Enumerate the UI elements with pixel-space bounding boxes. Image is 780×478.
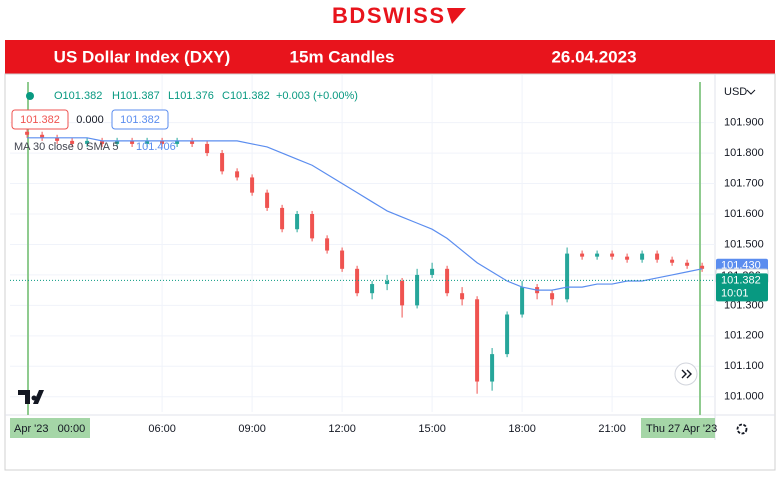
candle-body <box>625 256 630 260</box>
candle-body <box>25 131 30 135</box>
logo-mark <box>447 8 466 24</box>
candle-body <box>175 140 180 144</box>
candle-body <box>265 192 270 208</box>
candle-body <box>400 281 405 306</box>
candle-body <box>580 253 585 257</box>
countdown: 10:01 <box>721 287 749 299</box>
candle-body <box>280 207 285 230</box>
ask-value: 101.382 <box>120 114 160 126</box>
header-bar <box>5 40 775 74</box>
price-label: 101.382 <box>721 274 761 286</box>
candle-body <box>595 253 600 257</box>
y-tick-label: 101.800 <box>724 147 764 159</box>
legend-ohlc: L101.376 <box>168 90 214 102</box>
settings-icon[interactable] <box>736 423 748 435</box>
y-tick-label: 101.500 <box>724 238 764 250</box>
candle-body <box>190 140 195 144</box>
candle-body <box>235 171 240 178</box>
logo: BDSWISS <box>332 3 444 28</box>
status-dot <box>26 92 34 100</box>
scroll-icon[interactable] <box>681 369 692 379</box>
candle-body <box>310 213 315 239</box>
bid-value: 101.382 <box>20 114 60 126</box>
candle-body <box>145 140 150 144</box>
candle-body <box>550 293 555 300</box>
candle-body <box>520 287 525 315</box>
legend-ohlc: O101.382 <box>54 90 102 102</box>
candle-body <box>40 134 45 138</box>
ma-label: MA 30 close 0 SMA 5 <box>14 141 119 153</box>
candle-body <box>430 268 435 275</box>
tv-logo-dot[interactable] <box>31 395 37 401</box>
price-label-box <box>716 273 768 302</box>
candle-body <box>460 293 465 300</box>
bid-box <box>11 109 69 130</box>
candle-body <box>445 268 450 294</box>
candle-body <box>565 253 570 300</box>
candle-body <box>100 140 105 144</box>
candle-body <box>685 262 690 266</box>
crosshair-label: Thu 27 Apr '23 <box>646 423 717 435</box>
header-title: 26.04.2023 <box>551 47 636 66</box>
candle-body <box>670 259 675 263</box>
candle-body <box>700 265 705 269</box>
candle-body <box>205 143 210 154</box>
spread-value: 0.000 <box>76 114 104 126</box>
ask-box <box>111 109 169 130</box>
candle-body <box>250 177 255 193</box>
candle-body <box>55 137 60 141</box>
y-tick-label: 101.900 <box>724 117 764 129</box>
x-tick-label: 12:00 <box>328 423 356 435</box>
x-tick-label: 06:00 <box>148 423 176 435</box>
header-title: US Dollar Index (DXY) <box>54 47 231 66</box>
y-tick-label: 101.300 <box>724 299 764 311</box>
candle-body <box>355 268 360 294</box>
x-tick-label: 15:00 <box>418 423 446 435</box>
candle-body <box>220 153 225 172</box>
x-tick-label: 21:00 <box>598 423 626 435</box>
candle-body <box>115 140 120 144</box>
candle-body <box>130 140 135 144</box>
crosshair-label-box <box>10 418 90 438</box>
ma-value: 101.406 <box>136 141 176 153</box>
candle-body <box>70 140 75 144</box>
legend-ohlc: +0.003 (+0.00%) <box>276 90 358 102</box>
candle-body <box>475 299 480 382</box>
tv-logo[interactable] <box>18 390 44 404</box>
legend-ohlc: H101.387 <box>112 90 160 102</box>
candle-body <box>655 253 660 260</box>
candle-body <box>505 314 510 355</box>
candle-body <box>85 140 90 144</box>
y-tick-label: 101.100 <box>724 360 764 372</box>
x-tick-label: 18:00 <box>508 423 536 435</box>
y-tick-label: 101.600 <box>724 208 764 220</box>
legend-ohlc: C101.382 <box>222 90 270 102</box>
candle-body <box>385 281 390 285</box>
x-tick-label: 09:00 <box>238 423 266 435</box>
header-title: 15m Candles <box>290 47 395 66</box>
chart-frame <box>4 73 776 471</box>
crosshair-label: Apr '23 00:00 <box>14 423 85 435</box>
candle-body <box>415 274 420 306</box>
candle-body <box>340 250 345 269</box>
y-tick-label: 101.000 <box>724 391 764 403</box>
y-tick-label: 101.700 <box>724 177 764 189</box>
candle-body <box>490 354 495 382</box>
candle-body <box>160 140 165 144</box>
crosshair-label-box <box>641 418 715 438</box>
y-tick-label: 101.200 <box>724 330 764 342</box>
candle-body <box>325 238 330 251</box>
candle-body <box>370 284 375 294</box>
candle-body <box>610 253 615 257</box>
currency[interactable]: USD <box>724 86 747 98</box>
ma-line <box>27 137 703 291</box>
currency-arrow[interactable] <box>746 89 756 95</box>
candle-body <box>295 213 300 230</box>
candle-body <box>640 253 645 260</box>
